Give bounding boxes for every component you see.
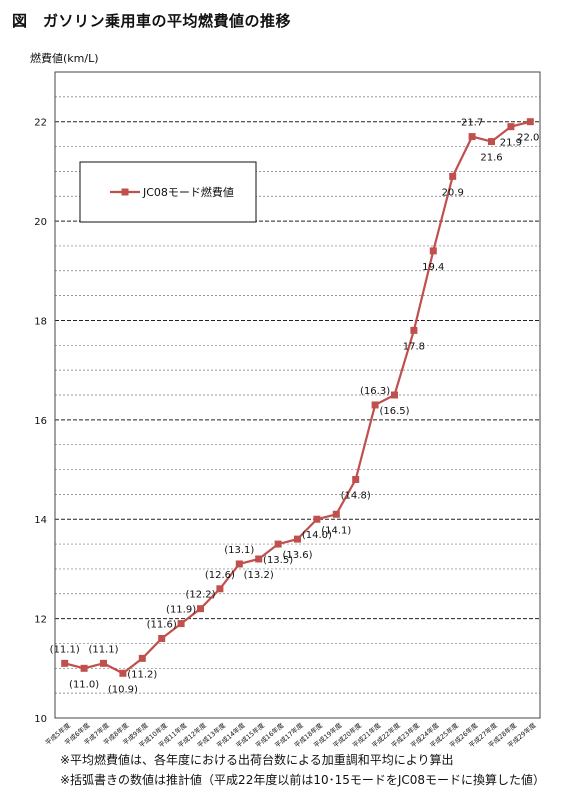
data-point (488, 138, 495, 146)
y-tick-label: 22 (34, 118, 47, 129)
data-point (138, 654, 146, 662)
y-tick-label: 14 (34, 515, 47, 526)
data-label: (10.9) (108, 684, 138, 695)
data-label: (11.9) (166, 605, 196, 616)
x-ticks: 平成5年度平成6年度平成7年度平成8年度平成9年度平成10年度平成11年度平成1… (43, 720, 538, 749)
data-label: (12.6) (205, 570, 235, 581)
data-label: (11.2) (127, 669, 157, 680)
data-point (410, 326, 418, 334)
data-point (197, 605, 204, 613)
data-point (119, 669, 127, 677)
y-tick-label: 20 (34, 217, 47, 228)
data-point (391, 391, 398, 399)
y-tick-label: 12 (34, 615, 47, 626)
data-label: (11.0) (69, 679, 99, 690)
plot-frame (54, 71, 541, 719)
data-label: (13.6) (282, 550, 312, 561)
data-point (507, 123, 515, 131)
data-point (274, 540, 282, 548)
data-label: (16.3) (360, 386, 390, 397)
data-label: (14.1) (321, 525, 351, 536)
data-point (294, 535, 301, 543)
chart-title: 図 ガソリン乗用車の平均燃費値の推移 (12, 12, 292, 30)
data-label: 19.4 (422, 262, 444, 273)
legend-label: JC08モード燃費値 (142, 185, 234, 199)
notes: ※平均燃費値は、各年度における出荷台数による加重調和平均により算出 ※括弧書きの… (60, 750, 545, 790)
data-label: (13.5) (263, 555, 293, 566)
data-label: (11.1) (88, 644, 118, 655)
y-ticks: 10 12 14 16 18 20 22 (34, 118, 47, 725)
y-tick-label: 18 (34, 316, 47, 327)
axes (54, 71, 541, 719)
data-label: (13.2) (244, 570, 274, 581)
data-label: 22.0 (517, 133, 539, 144)
data-label: 21.7 (461, 118, 483, 129)
y-axis-label: 燃費値(km/L) (30, 52, 99, 65)
data-point (449, 172, 457, 180)
data-point (216, 585, 224, 593)
data-label: 17.8 (403, 341, 425, 352)
note-1: ※平均燃費値は、各年度における出荷台数による加重調和平均により算出 (60, 753, 454, 767)
series: (11.1) (11.0) (11.1) (10.9) (11.2) (11.6) (11.… (50, 118, 540, 696)
data-point (371, 401, 379, 409)
data-label: (12.2) (185, 590, 215, 601)
data-point (255, 555, 263, 563)
data-label: (14.8) (341, 490, 371, 501)
data-point (468, 133, 476, 141)
data-point (80, 664, 88, 672)
data-point (352, 475, 360, 483)
data-point (61, 659, 69, 667)
data-label: (11.1) (50, 644, 80, 655)
data-label: (14.0) (302, 530, 332, 541)
legend: JC08モード燃費値 (79, 161, 257, 223)
data-label: 20.9 (442, 187, 464, 198)
data-point (313, 515, 321, 523)
data-label: (11.6) (147, 619, 177, 630)
data-point (429, 247, 437, 255)
data-point (235, 560, 243, 568)
legend-box (79, 161, 257, 223)
note-2: ※括弧書きの数値は推計値（平成22年度以前は10･15モードをJC08モードに換… (60, 773, 546, 787)
data-label: (13.1) (224, 545, 254, 556)
data-point (158, 634, 166, 642)
y-tick-label: 16 (34, 416, 47, 427)
legend-marker (121, 188, 129, 196)
y-tick-label: 10 (34, 714, 47, 725)
data-point (100, 659, 107, 667)
data-point (332, 510, 340, 518)
data-label: (16.5) (379, 406, 409, 417)
data-point (526, 118, 534, 126)
data-label: 21.6 (480, 153, 502, 164)
data-point (177, 620, 185, 628)
data-label: 21.9 (500, 138, 522, 149)
